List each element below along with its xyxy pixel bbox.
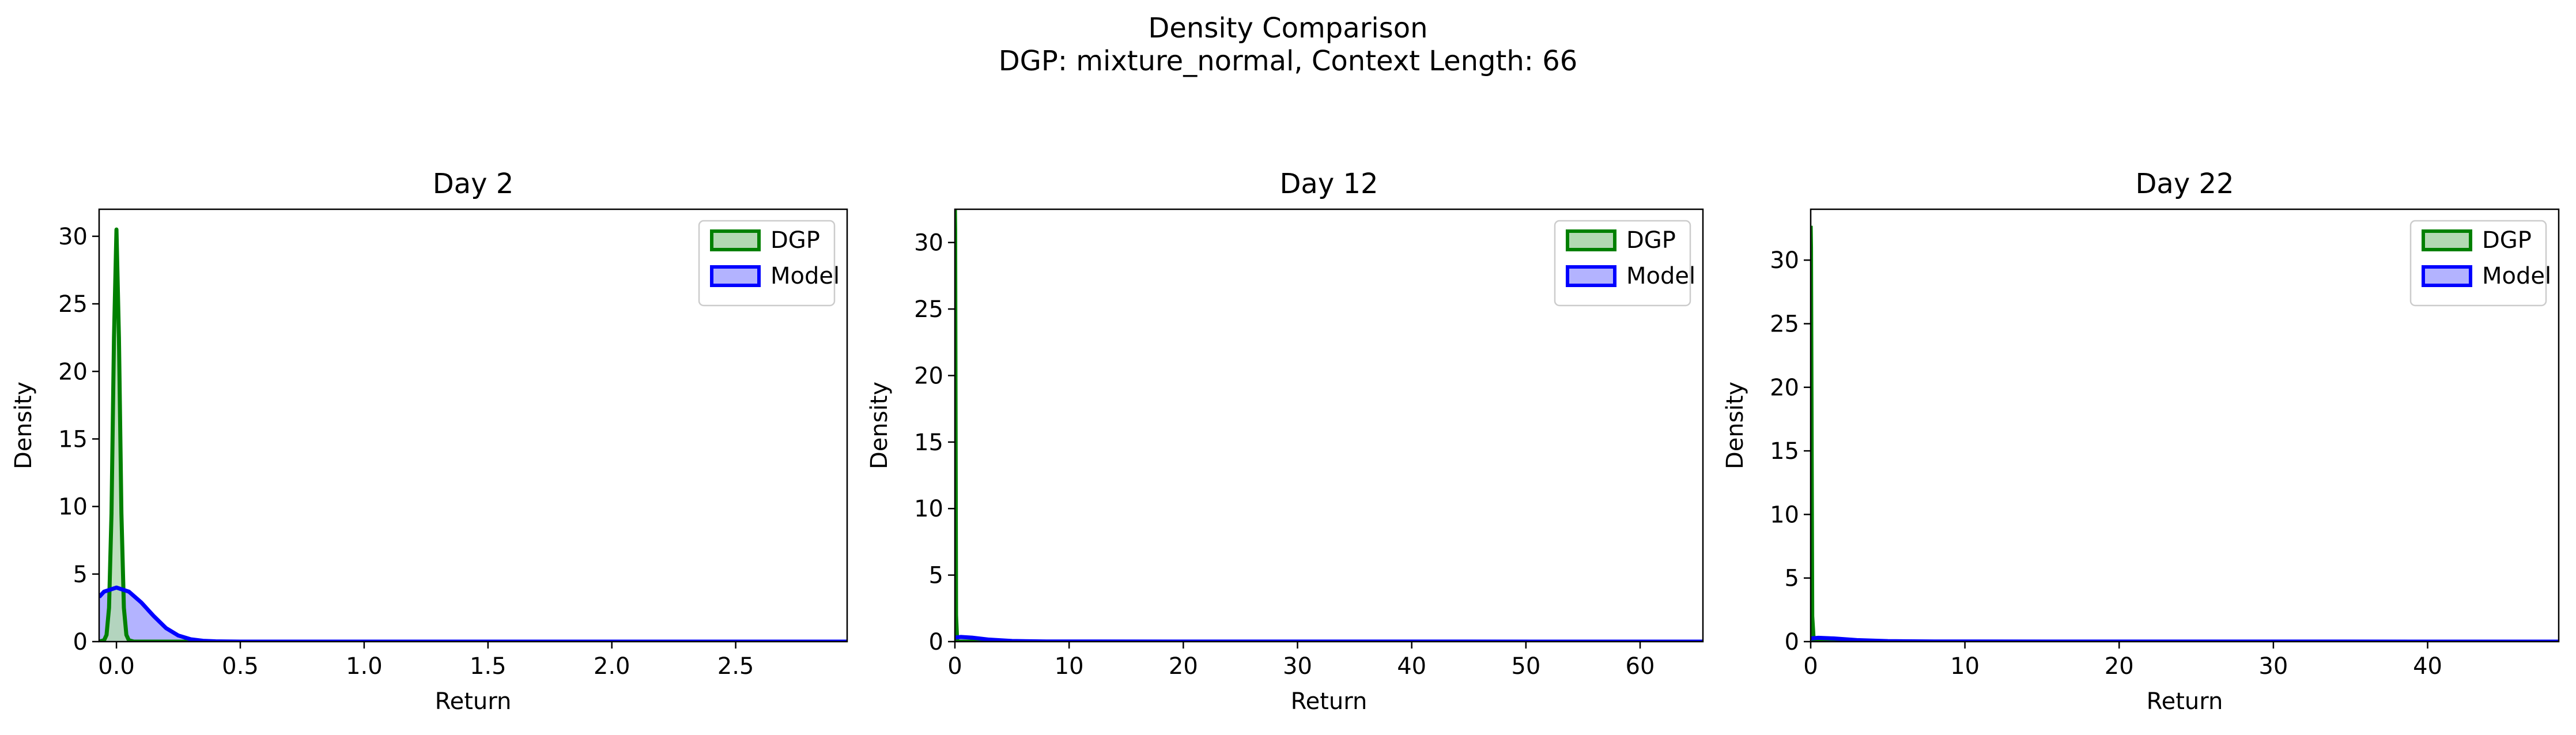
y-tick-label: 20 [1770, 375, 1799, 401]
y-tick-label: 15 [58, 426, 88, 453]
y-tick-label: 30 [1770, 247, 1799, 274]
y-tick-label: 10 [1770, 502, 1799, 528]
y-tick-label: 15 [914, 429, 943, 456]
legend-label-dgp: DGP [1626, 227, 1676, 254]
subplot-1: 0.0 0.5 1.0 1.5 2.0 2.5 0 5 10 15 20 25 30 Day 2 Retur… [10, 168, 848, 715]
x-tick-label: 30 [1283, 653, 1312, 680]
legend-swatch-model [2422, 265, 2472, 287]
legend: DGP Model [698, 220, 840, 307]
x-tick-label: 40 [2413, 653, 2442, 680]
y-axis-label: Density [1722, 382, 1748, 469]
x-axis-label: Return [435, 688, 512, 715]
y-tick-label: 5 [929, 563, 943, 589]
subplot-title: Day 22 [2135, 168, 2234, 200]
legend-label-model: Model [2482, 263, 2551, 289]
y-tick-label: 10 [58, 494, 88, 521]
legend-swatch-dgp [1566, 229, 1616, 251]
figure-title: Density Comparison [1148, 12, 1427, 44]
x-tick-label: 20 [1169, 653, 1198, 680]
y-tick-label: 20 [58, 359, 88, 385]
x-tick-label: 2.5 [717, 653, 754, 680]
y-tick-label: 5 [1785, 566, 1799, 592]
axes-frame [1810, 208, 2560, 643]
x-tick-label: 1.0 [346, 653, 383, 680]
x-tick-label: 0.0 [98, 653, 135, 680]
x-tick-label: 10 [1950, 653, 1980, 680]
legend: DGP Model [1554, 220, 1695, 307]
x-tick-label: 0.5 [222, 653, 259, 680]
x-axis-label: Return [2147, 688, 2223, 715]
subplot-2: 0 10 20 30 40 50 60 0 5 10 15 20 25 30 Day 12 Return Den… [866, 168, 1704, 715]
y-tick-label: 20 [914, 363, 943, 389]
subplots: 0.0 0.5 1.0 1.5 2.0 2.5 0 5 10 15 20 25 30 Day 2 Retur… [10, 168, 2560, 715]
model-density-line [99, 585, 847, 642]
x-tick-label: 30 [2258, 653, 2288, 680]
x-tick-label: 2.0 [594, 653, 630, 680]
legend-swatch-model [710, 265, 761, 287]
x-tick-label: 1.5 [470, 653, 507, 680]
x-tick-label: 0 [947, 653, 962, 680]
y-tick-label: 15 [1770, 438, 1799, 465]
x-tick-label: 60 [1626, 653, 1655, 680]
subplot-title: Day 12 [1279, 168, 1378, 200]
legend-swatch-model [1566, 265, 1616, 287]
subplot-title: Day 2 [433, 168, 514, 200]
y-tick-label: 25 [58, 291, 88, 318]
y-tick-label: 5 [73, 561, 88, 588]
axes-frame [954, 208, 1704, 643]
y-tick-label: 30 [58, 224, 88, 250]
y-tick-label: 0 [1785, 629, 1799, 655]
legend-label-dgp: DGP [770, 227, 820, 254]
subplot-3: 0 10 20 30 40 0 5 10 15 20 25 30 Day 22 Return Density… [1722, 168, 2560, 715]
model-density-fill [99, 587, 847, 642]
legend-label-dgp: DGP [2482, 227, 2532, 254]
legend: DGP Model [2409, 220, 2551, 307]
y-tick-label: 30 [914, 230, 943, 257]
axes-frame [98, 208, 848, 643]
y-tick-label: 25 [1770, 311, 1799, 338]
legend-label-model: Model [1626, 263, 1695, 289]
y-axis-label: Density [10, 382, 37, 469]
y-tick-label: 0 [929, 629, 943, 655]
legend-label-model: Model [770, 263, 840, 289]
x-tick-label: 40 [1397, 653, 1426, 680]
x-tick-label: 10 [1055, 653, 1084, 680]
legend-swatch-dgp [710, 229, 761, 251]
x-tick-label: 50 [1511, 653, 1540, 680]
x-tick-label: 20 [2105, 653, 2134, 680]
y-tick-label: 10 [914, 496, 943, 522]
legend-swatch-dgp [2422, 229, 2472, 251]
y-tick-label: 25 [914, 296, 943, 323]
dgp-density-line [99, 227, 847, 642]
y-tick-label: 0 [73, 629, 88, 655]
x-tick-label: 0 [1803, 653, 1818, 680]
figure-subtitle: DGP: mixture_normal, Context Length: 66 [999, 45, 1578, 77]
x-axis-label: Return [1291, 688, 1368, 715]
y-axis-label: Density [866, 382, 893, 469]
